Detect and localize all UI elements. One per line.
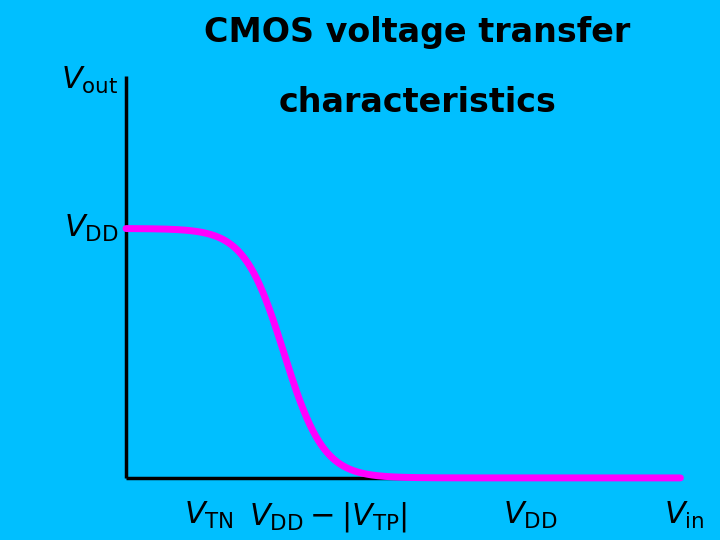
Text: characteristics: characteristics: [279, 86, 557, 119]
Text: $V_{\mathrm{in}}$: $V_{\mathrm{in}}$: [664, 500, 704, 531]
Text: CMOS voltage transfer: CMOS voltage transfer: [204, 16, 631, 49]
Text: $V_{\mathrm{TN}}$: $V_{\mathrm{TN}}$: [184, 500, 234, 531]
Text: $V_{\mathrm{DD}}$: $V_{\mathrm{DD}}$: [503, 500, 558, 531]
Text: $V_{\mathrm{DD}}$: $V_{\mathrm{DD}}$: [64, 213, 119, 244]
Text: $V_{\mathrm{DD}}-|V_{\mathrm{TP}}|$: $V_{\mathrm{DD}}-|V_{\mathrm{TP}}|$: [249, 500, 408, 534]
Text: $V_{\mathrm{out}}$: $V_{\mathrm{out}}$: [61, 65, 119, 96]
